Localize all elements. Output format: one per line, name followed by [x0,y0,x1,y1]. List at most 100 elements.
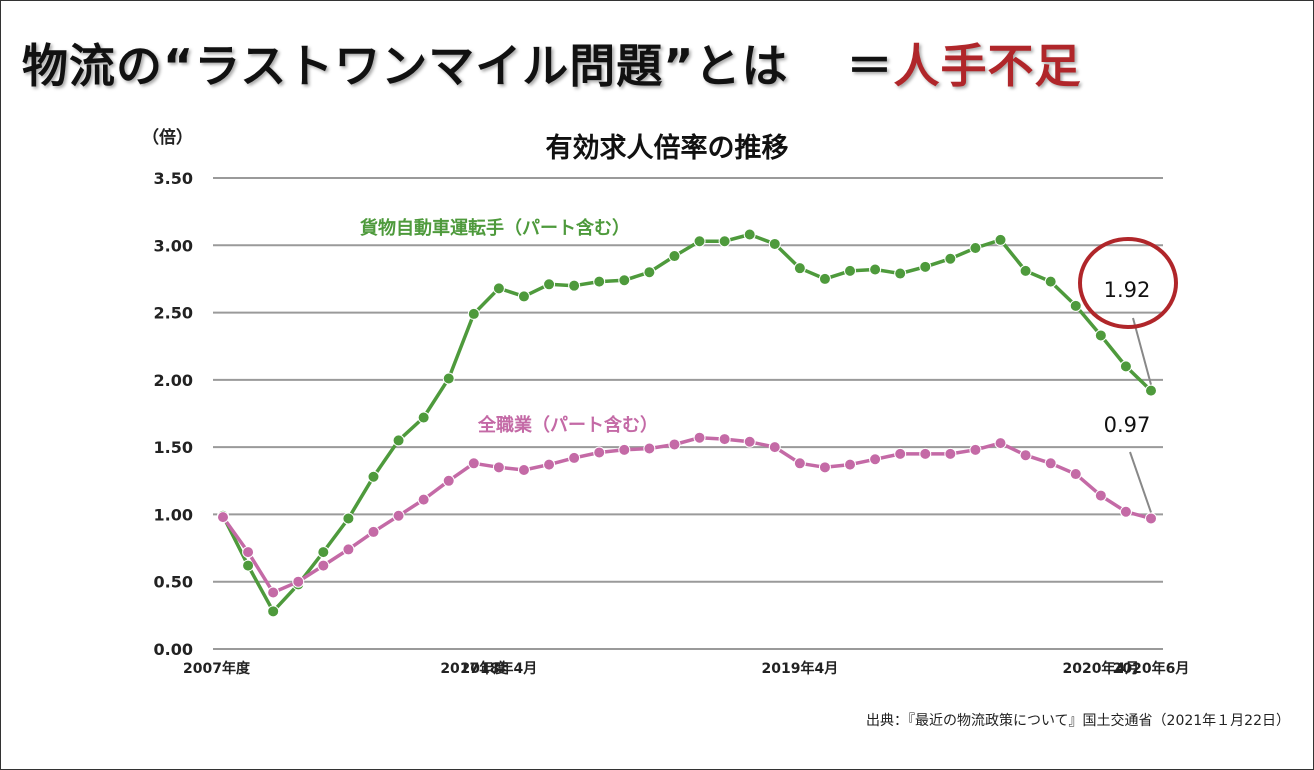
slide-headline: 物流の“ラストワンマイル問題”とは ＝人手不足 [22,30,1082,96]
y-axis-unit: （倍） [142,127,193,148]
data-point [367,470,380,483]
annotations: 1.92 0.97 [1078,237,1178,513]
data-point [267,605,280,618]
y-tick-label: 2.00 [154,371,193,390]
data-point [442,474,455,487]
data-point [392,509,405,522]
data-point [593,446,606,459]
y-tick-label: 0.00 [154,640,193,659]
data-point [844,264,857,277]
data-point [718,235,731,248]
data-point [944,447,957,460]
data-point [242,546,255,559]
data-point [693,235,706,248]
data-point [342,512,355,525]
data-point [1019,449,1032,462]
data-point [668,438,681,451]
data-point [994,233,1007,246]
data-point [1119,505,1132,518]
data-point [793,457,806,470]
data-point [417,493,430,506]
data-point [568,451,581,464]
data-point [919,260,932,273]
data-point [417,411,430,424]
data-point [1145,512,1157,525]
data-point [743,435,756,448]
data-point [618,443,631,456]
chart-title: 有効求人倍率の推移 [546,132,789,164]
x-tick-label: 2019年4月 [762,660,839,677]
data-point [844,458,857,471]
data-point [543,278,556,291]
data-point [1044,275,1057,288]
x-tick-label: 2018年4月 [461,660,538,677]
annotation-leader [1132,317,1152,385]
headline-equals: ＝ [846,39,894,93]
data-point [793,262,806,275]
y-tick-label: 2.50 [154,304,193,323]
data-point [718,433,731,446]
x-tick-label: 2007年度 [183,660,251,677]
data-point [919,447,932,460]
annotation-value: 1.92 [1104,278,1151,302]
data-point [618,274,631,287]
y-tick-label: 1.50 [154,438,193,457]
data-point [492,282,505,295]
series-group [217,228,1157,618]
data-point [517,464,530,477]
data-point [392,434,405,447]
y-tick-label: 3.50 [154,169,193,188]
data-point [442,372,455,385]
y-tick-labels: 0.00 0.50 1.00 1.50 2.00 2.50 3.00 3.50 [154,169,193,659]
data-point [969,443,982,456]
data-point [593,275,606,288]
data-point [994,437,1007,450]
data-point [818,461,831,474]
data-point [818,272,831,285]
data-point [467,307,480,320]
data-point [1094,489,1107,502]
data-point [267,586,280,599]
headline-main: 物流の“ラストワンマイル問題”とは [22,39,789,93]
x-tick-label: 2020年6月 [1113,660,1190,677]
data-point [1044,457,1057,470]
data-point [944,252,957,265]
data-point [693,431,706,444]
data-point [1145,384,1157,397]
data-point [1094,329,1107,342]
y-tick-label: 3.00 [154,236,193,255]
series-label-all: 全職業（パート含む） [477,414,658,436]
annotation-value: 0.97 [1104,413,1151,437]
y-tick-label: 0.50 [154,573,193,592]
data-point [217,511,229,524]
annotation-leader [1129,451,1152,513]
y-tick-label: 1.00 [154,505,193,524]
series-line-0 [221,232,1153,614]
data-point [242,559,255,572]
gridlines [213,177,1163,650]
data-point [969,241,982,254]
data-point [517,290,530,303]
data-point [743,228,756,241]
series-label-truck: 貨物自動車運転手（パート含む） [360,217,630,239]
x-tick-label: 2017年度 [440,660,508,677]
data-point [1019,264,1032,277]
data-point [467,457,480,470]
data-point [317,559,330,572]
data-point [342,543,355,556]
x-tick-label: 2020年4月 [1062,660,1139,677]
data-point [768,441,781,454]
data-point [643,266,656,279]
data-point [869,453,882,466]
data-point [869,263,882,276]
source-note: 出典：『最近の物流政策について』国土交通省（2021年１月22日） [866,712,1290,729]
data-point [768,237,781,250]
data-point [568,279,581,292]
data-point [1069,299,1082,312]
data-point [894,267,907,280]
data-point [492,461,505,474]
headline-accent: 人手不足 [893,39,1082,93]
data-point [543,458,556,471]
